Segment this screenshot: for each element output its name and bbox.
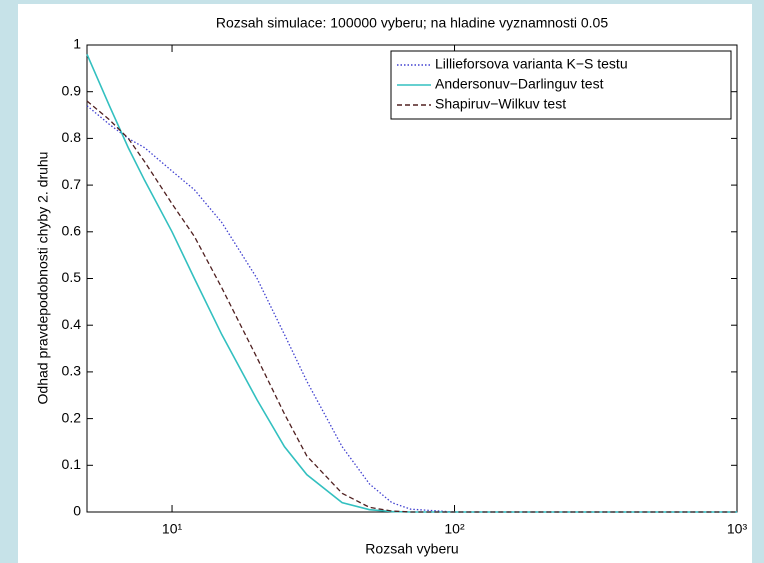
legend-box [390, 50, 732, 120]
x-tick-label: 10² [444, 521, 465, 537]
legend-label: Lillieforsova varianta K−S testu [435, 56, 628, 72]
plot-area [86, 44, 738, 513]
y-tick-label: 0.1 [62, 456, 82, 472]
series-line [86, 54, 737, 513]
y-axis-label: Odhad pravdepodobnosti chyby 2. druhu [35, 152, 51, 405]
y-tick-label: 0.6 [62, 223, 82, 239]
x-tick-label: 10¹ [162, 521, 183, 537]
legend-label: Shapiruv−Wilkuv test [435, 96, 566, 112]
y-tick-label: 0.7 [62, 176, 82, 192]
x-tick-label: 10³ [727, 521, 748, 537]
y-tick-label: 1 [73, 36, 81, 52]
legend-label: Andersonuv−Darlinguv test [435, 76, 604, 92]
y-tick-label: 0 [73, 503, 81, 519]
chart-title: Rozsah simulace: 100000 vyberu; na hladi… [216, 15, 608, 31]
y-tick-label: 0.5 [62, 269, 82, 285]
y-tick-label: 0.3 [62, 363, 82, 379]
x-axis-label: Rozsah vyberu [365, 541, 458, 557]
y-tick-label: 0.8 [62, 129, 82, 145]
y-tick-label: 0.2 [62, 409, 82, 425]
y-tick-label: 0.9 [62, 82, 82, 98]
series-line [86, 105, 737, 513]
y-tick-label: 0.4 [62, 316, 82, 332]
